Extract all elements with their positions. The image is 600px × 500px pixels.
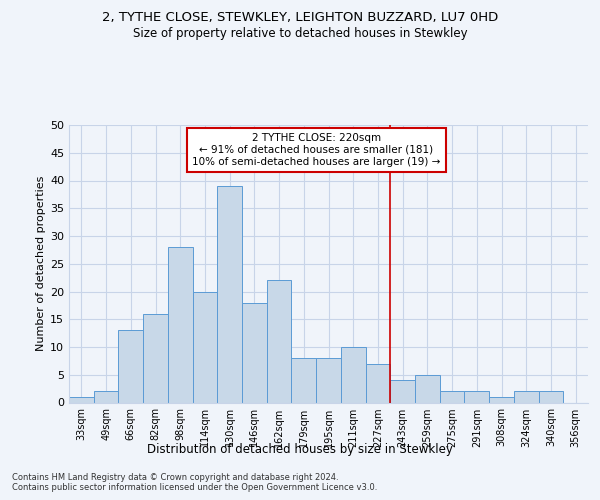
Bar: [316, 358, 341, 403]
Bar: [440, 392, 464, 402]
Y-axis label: Number of detached properties: Number of detached properties: [36, 176, 46, 352]
Bar: [242, 302, 267, 402]
Bar: [390, 380, 415, 402]
Bar: [217, 186, 242, 402]
Bar: [118, 330, 143, 402]
Bar: [415, 375, 440, 402]
Bar: [464, 392, 489, 402]
Text: 2, TYTHE CLOSE, STEWKLEY, LEIGHTON BUZZARD, LU7 0HD: 2, TYTHE CLOSE, STEWKLEY, LEIGHTON BUZZA…: [102, 12, 498, 24]
Text: 2 TYTHE CLOSE: 220sqm
← 91% of detached houses are smaller (181)
10% of semi-det: 2 TYTHE CLOSE: 220sqm ← 91% of detached …: [192, 134, 440, 166]
Text: Contains HM Land Registry data © Crown copyright and database right 2024.
Contai: Contains HM Land Registry data © Crown c…: [12, 472, 377, 492]
Text: Size of property relative to detached houses in Stewkley: Size of property relative to detached ho…: [133, 28, 467, 40]
Bar: [94, 392, 118, 402]
Bar: [489, 397, 514, 402]
Bar: [341, 347, 365, 403]
Bar: [267, 280, 292, 402]
Text: Distribution of detached houses by size in Stewkley: Distribution of detached houses by size …: [147, 442, 453, 456]
Bar: [168, 247, 193, 402]
Bar: [69, 397, 94, 402]
Bar: [292, 358, 316, 403]
Bar: [539, 392, 563, 402]
Bar: [193, 292, 217, 403]
Bar: [365, 364, 390, 403]
Bar: [143, 314, 168, 402]
Bar: [514, 392, 539, 402]
